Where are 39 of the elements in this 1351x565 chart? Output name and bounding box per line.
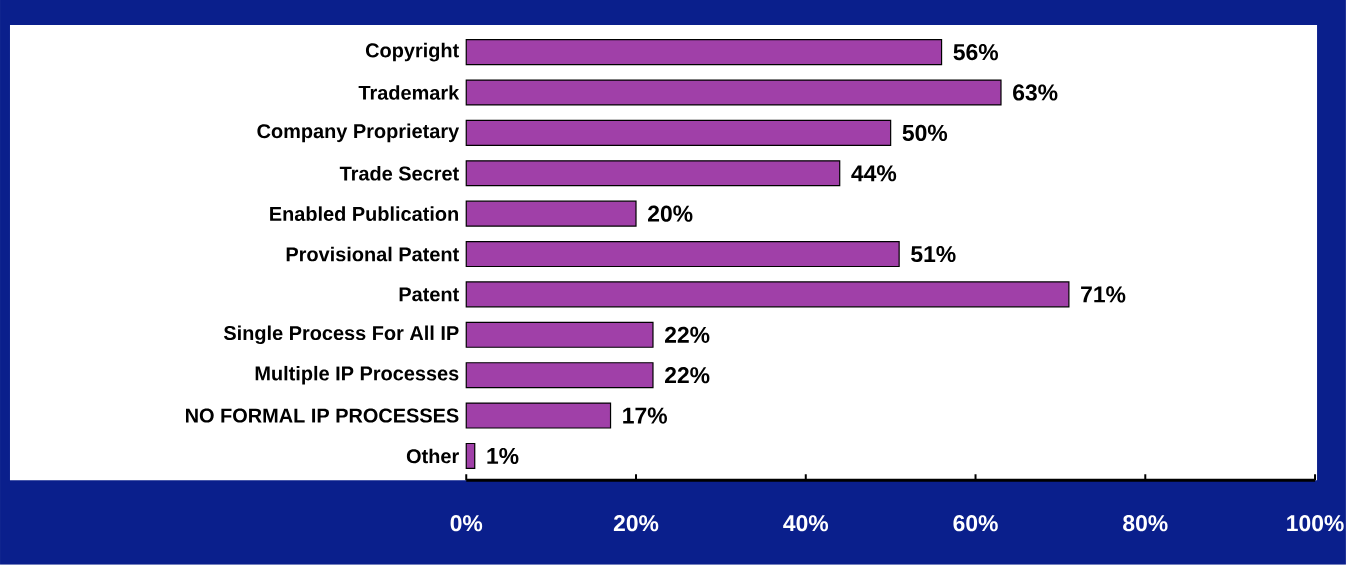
y-tick-label: Patent — [399, 287, 459, 302]
x-tick-label: 40% — [783, 515, 829, 532]
x-tick-label: 0% — [450, 515, 483, 532]
bar — [465, 402, 612, 429]
y-tick-label: Single Process For All IP — [223, 325, 459, 345]
bar — [465, 160, 841, 187]
bar — [465, 119, 892, 146]
data-label: 22% — [664, 367, 710, 384]
y-tick-label: Other — [406, 448, 459, 464]
x-tick-label: 20% — [613, 515, 659, 532]
y-tick-label: Trademark — [358, 85, 460, 100]
data-label: 63% — [1013, 84, 1058, 101]
data-label: 56% — [953, 44, 999, 61]
x-tick-label: 80% — [1123, 515, 1168, 532]
bar — [465, 200, 637, 227]
bar — [465, 241, 900, 268]
data-label: 51% — [911, 246, 956, 263]
bar — [465, 321, 654, 348]
y-tick-label: Trade Secret — [339, 166, 459, 181]
y-tick-label: Copyright — [365, 42, 459, 62]
bar — [465, 281, 1070, 308]
bar — [465, 79, 1002, 106]
bar — [465, 362, 654, 389]
y-tick-label: NO FORMAL IP PROCESSES — [186, 408, 459, 423]
bar — [465, 39, 943, 66]
bar — [465, 442, 476, 470]
y-tick-label: Multiple IP Processes — [255, 365, 459, 385]
data-label: 71% — [1081, 286, 1126, 303]
data-label: 50% — [902, 124, 948, 142]
x-tick-label: 60% — [953, 515, 998, 532]
data-label: 20% — [648, 205, 693, 222]
data-label: 17% — [623, 407, 667, 424]
data-label: 44% — [851, 165, 897, 182]
data-label: 1% — [487, 447, 519, 465]
y-tick-label: Company Proprietary — [257, 123, 460, 143]
y-tick-label: Provisional Patent — [286, 246, 459, 262]
x-tick-label: 100% — [1287, 515, 1344, 532]
y-tick-label: Enabled Publication — [270, 206, 458, 222]
data-label: 22% — [664, 326, 710, 343]
